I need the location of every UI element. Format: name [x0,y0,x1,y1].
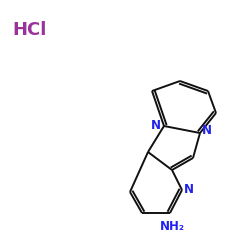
Text: N: N [184,183,194,196]
Text: N: N [202,124,211,138]
Text: N: N [151,119,161,132]
Text: NH₂: NH₂ [160,220,184,233]
Text: HCl: HCl [12,21,47,39]
